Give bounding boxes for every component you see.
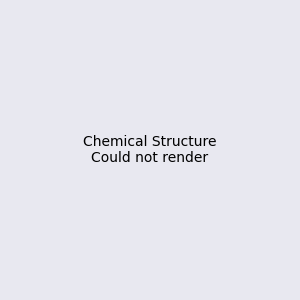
Text: Chemical Structure
Could not render: Chemical Structure Could not render [83,135,217,165]
